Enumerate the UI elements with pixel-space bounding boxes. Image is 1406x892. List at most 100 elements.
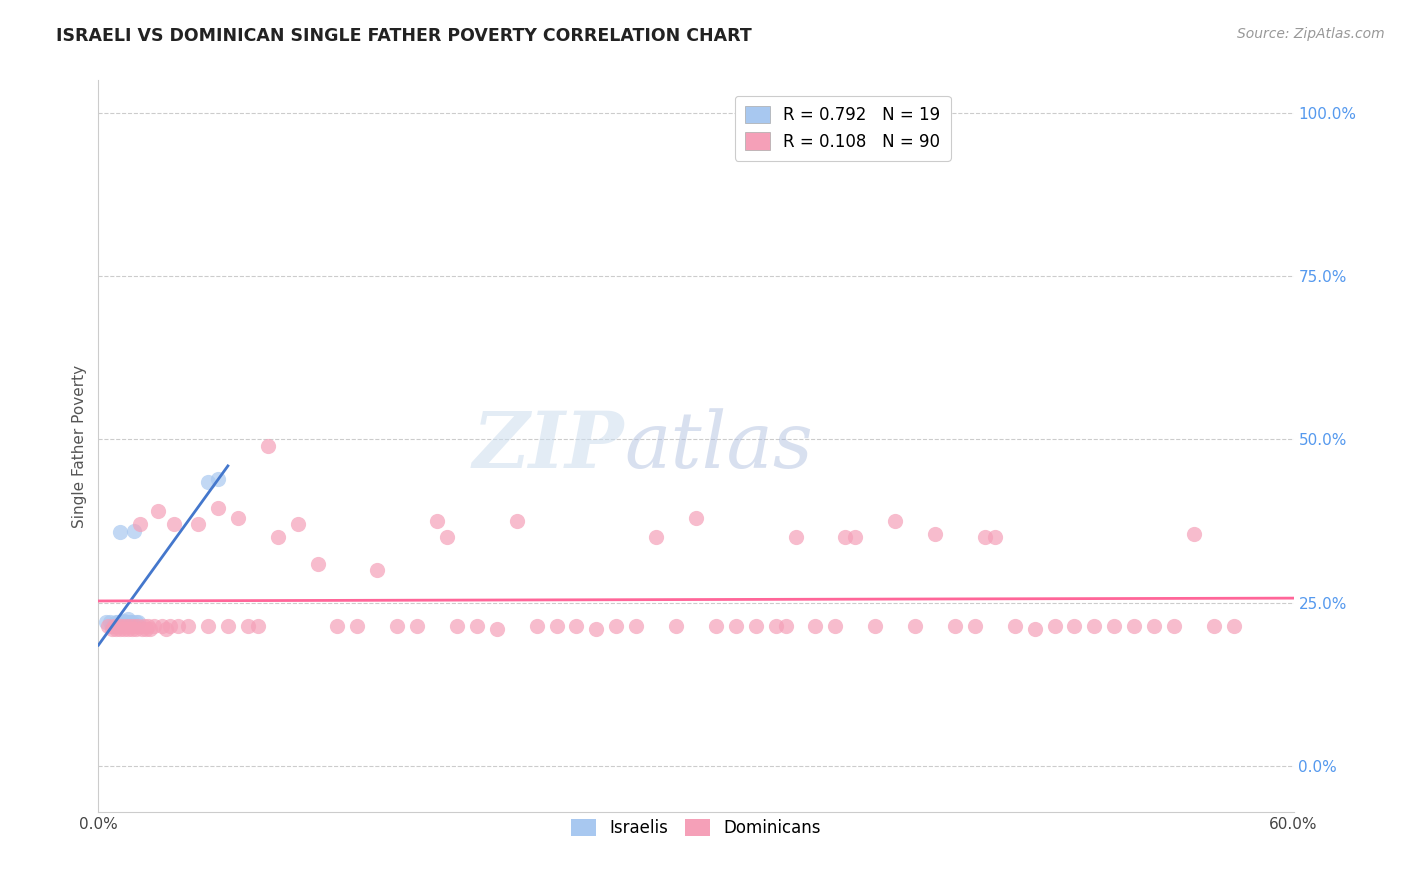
Point xyxy=(127,618,149,632)
Point xyxy=(107,618,129,632)
Point xyxy=(1202,618,1225,632)
Point xyxy=(115,618,138,632)
Point xyxy=(246,618,269,632)
Point xyxy=(207,472,229,486)
Point xyxy=(103,618,125,632)
Point xyxy=(105,615,128,630)
Text: ZIP: ZIP xyxy=(472,408,624,484)
Point xyxy=(645,530,668,544)
Point xyxy=(307,557,329,571)
Point xyxy=(1163,618,1185,632)
Point xyxy=(124,618,146,632)
Point xyxy=(256,439,278,453)
Point xyxy=(155,622,177,636)
Point xyxy=(1043,618,1066,632)
Point xyxy=(943,618,966,632)
Point xyxy=(565,618,588,632)
Point xyxy=(150,618,173,632)
Point xyxy=(326,618,349,632)
Point xyxy=(112,614,135,628)
Point xyxy=(834,530,856,544)
Point xyxy=(207,501,229,516)
Point xyxy=(167,618,190,632)
Point xyxy=(96,615,118,630)
Text: atlas: atlas xyxy=(624,408,813,484)
Point xyxy=(1182,527,1205,541)
Text: Source: ZipAtlas.com: Source: ZipAtlas.com xyxy=(1237,27,1385,41)
Point xyxy=(107,615,129,630)
Point xyxy=(704,618,727,632)
Y-axis label: Single Father Poverty: Single Father Poverty xyxy=(72,365,87,527)
Point xyxy=(105,622,128,636)
Point xyxy=(1063,618,1085,632)
Point xyxy=(98,615,122,630)
Point xyxy=(585,622,607,636)
Point xyxy=(1004,618,1026,632)
Point xyxy=(436,530,458,544)
Point xyxy=(117,612,139,626)
Point xyxy=(159,618,181,632)
Point xyxy=(267,530,290,544)
Point xyxy=(163,517,186,532)
Point xyxy=(112,622,135,636)
Point xyxy=(685,511,707,525)
Point xyxy=(546,618,568,632)
Point xyxy=(973,530,995,544)
Point xyxy=(103,618,125,632)
Point xyxy=(131,622,153,636)
Point xyxy=(187,517,209,532)
Point xyxy=(804,618,827,632)
Point xyxy=(217,618,239,632)
Point xyxy=(924,527,946,541)
Point xyxy=(385,618,409,632)
Point xyxy=(426,514,449,528)
Point xyxy=(1104,618,1126,632)
Point xyxy=(785,530,807,544)
Point xyxy=(446,618,468,632)
Point xyxy=(120,618,142,632)
Point xyxy=(1024,622,1046,636)
Point xyxy=(129,517,152,532)
Point xyxy=(97,618,120,632)
Point xyxy=(115,615,138,630)
Point xyxy=(1083,618,1105,632)
Point xyxy=(366,563,388,577)
Point xyxy=(226,511,249,525)
Point xyxy=(124,524,146,538)
Point xyxy=(346,618,368,632)
Point xyxy=(107,618,129,632)
Point xyxy=(465,618,488,632)
Point xyxy=(125,615,148,630)
Point xyxy=(724,618,747,632)
Point xyxy=(121,622,143,636)
Point xyxy=(177,618,200,632)
Point xyxy=(111,615,134,630)
Point xyxy=(765,618,787,632)
Point xyxy=(101,618,124,632)
Point xyxy=(485,622,508,636)
Point xyxy=(125,622,148,636)
Point xyxy=(884,514,907,528)
Point xyxy=(110,622,132,636)
Point xyxy=(775,618,797,632)
Point xyxy=(111,618,134,632)
Point xyxy=(110,525,132,540)
Point xyxy=(120,615,142,630)
Point xyxy=(605,618,627,632)
Text: ISRAELI VS DOMINICAN SINGLE FATHER POVERTY CORRELATION CHART: ISRAELI VS DOMINICAN SINGLE FATHER POVER… xyxy=(56,27,752,45)
Point xyxy=(506,514,529,528)
Point xyxy=(526,618,548,632)
Point xyxy=(824,618,846,632)
Point xyxy=(963,618,986,632)
Point xyxy=(148,504,170,518)
Point xyxy=(745,618,768,632)
Point xyxy=(984,530,1007,544)
Point xyxy=(236,618,259,632)
Point xyxy=(127,615,149,630)
Point xyxy=(117,622,139,636)
Point xyxy=(1223,618,1246,632)
Point xyxy=(197,475,219,489)
Point xyxy=(101,622,124,636)
Point xyxy=(143,618,166,632)
Point xyxy=(406,618,429,632)
